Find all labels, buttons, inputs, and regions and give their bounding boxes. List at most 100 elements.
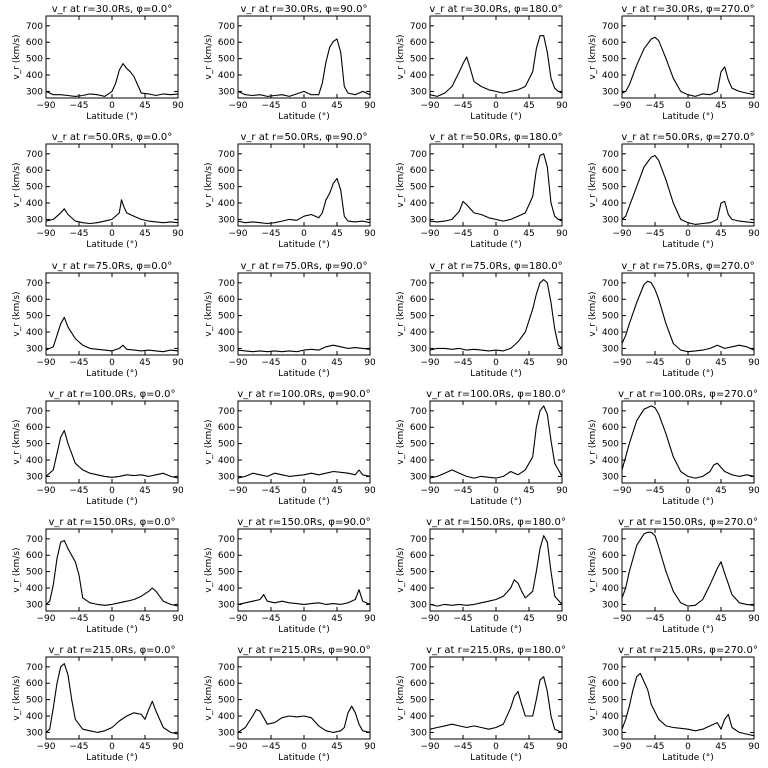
series-line bbox=[45, 316, 179, 353]
x-axis-label: Latitude (°) bbox=[278, 753, 329, 763]
y-tick-label: 300 bbox=[410, 87, 427, 97]
x-tick-label: 90 bbox=[748, 358, 760, 368]
plot-frame bbox=[429, 656, 563, 740]
y-tick-label: 500 bbox=[26, 55, 43, 65]
x-tick-label: 90 bbox=[556, 101, 568, 111]
y-tick-label: 700 bbox=[410, 22, 427, 32]
y-tick-label: 300 bbox=[26, 472, 43, 482]
y-axis-label: v_r (km/s) bbox=[396, 34, 406, 79]
subplot: v_r at r=215.0Rs, φ=0.0° −90 −45 0 45 90 300 40… bbox=[12, 645, 184, 763]
series-line bbox=[45, 539, 179, 607]
y-tick-label: 500 bbox=[602, 696, 619, 706]
subplot: v_r at r=215.0Rs, φ=180.0° −90 −45 0 45 90 300… bbox=[396, 645, 568, 763]
x-tick-label: 0 bbox=[493, 229, 499, 239]
x-tick-label: 45 bbox=[523, 229, 534, 239]
x-tick-label: −45 bbox=[262, 229, 281, 239]
subplot-title: v_r at r=30.0Rs, φ=270.0° bbox=[621, 4, 754, 15]
y-tick-label: 500 bbox=[602, 55, 619, 65]
y-tick-label: 300 bbox=[26, 344, 43, 354]
x-tick-label: 45 bbox=[331, 742, 342, 752]
x-axis-label: Latitude (°) bbox=[470, 497, 521, 507]
y-tick-label: 300 bbox=[26, 728, 43, 738]
y-axis-label: v_r (km/s) bbox=[588, 675, 598, 720]
x-tick-label: 0 bbox=[493, 486, 499, 496]
x-tick-label: −45 bbox=[454, 486, 473, 496]
x-tick-label: 0 bbox=[109, 229, 115, 239]
subplot-title: v_r at r=100.0Rs, φ=90.0° bbox=[237, 389, 370, 400]
y-tick-label: 400 bbox=[602, 712, 619, 722]
x-tick-label: 45 bbox=[715, 614, 726, 624]
subplot-title: v_r at r=75.0Rs, φ=180.0° bbox=[429, 261, 562, 272]
x-tick-label: 45 bbox=[139, 229, 150, 239]
x-tick-label: −90 bbox=[229, 486, 248, 496]
y-tick-label: 500 bbox=[26, 568, 43, 578]
y-tick-label: 500 bbox=[218, 312, 235, 322]
subplot-title: v_r at r=75.0Rs, φ=90.0° bbox=[241, 261, 368, 272]
y-tick-label: 600 bbox=[218, 551, 235, 561]
y-tick-label: 500 bbox=[410, 312, 427, 322]
y-tick-label: 700 bbox=[410, 663, 427, 673]
x-tick-label: −90 bbox=[613, 101, 632, 111]
y-tick-label: 700 bbox=[218, 150, 235, 160]
subplot: v_r at r=75.0Rs, φ=0.0° −90 −45 0 45 90 300 400… bbox=[12, 261, 184, 379]
x-tick-label: −90 bbox=[37, 614, 56, 624]
y-tick-label: 600 bbox=[410, 295, 427, 305]
x-tick-label: 0 bbox=[685, 614, 691, 624]
x-axis-label: Latitude (°) bbox=[470, 625, 521, 635]
y-tick-label: 400 bbox=[218, 199, 235, 209]
y-axis-label: v_r (km/s) bbox=[396, 675, 406, 720]
x-tick-label: −90 bbox=[229, 101, 248, 111]
y-tick-label: 500 bbox=[602, 312, 619, 322]
y-axis-label: v_r (km/s) bbox=[12, 34, 22, 79]
x-axis-label: Latitude (°) bbox=[86, 497, 137, 507]
x-tick-label: −45 bbox=[454, 229, 473, 239]
x-tick-label: 0 bbox=[685, 742, 691, 752]
y-tick-label: 500 bbox=[218, 568, 235, 578]
y-axis-label: v_r (km/s) bbox=[12, 547, 22, 592]
x-tick-label: 0 bbox=[301, 101, 307, 111]
x-tick-label: 0 bbox=[493, 614, 499, 624]
y-tick-label: 600 bbox=[602, 423, 619, 433]
y-tick-label: 600 bbox=[410, 551, 427, 561]
subplot-title: v_r at r=30.0Rs, φ=90.0° bbox=[241, 4, 368, 15]
y-tick-label: 400 bbox=[218, 584, 235, 594]
y-tick-label: 400 bbox=[410, 584, 427, 594]
y-axis-label: v_r (km/s) bbox=[204, 34, 214, 79]
plot-frame bbox=[237, 656, 371, 740]
series-line bbox=[45, 663, 179, 735]
plot-frame bbox=[621, 15, 755, 99]
subplot: v_r at r=100.0Rs, φ=0.0° −90 −45 0 45 90 300 40… bbox=[12, 389, 184, 507]
y-tick-label: 700 bbox=[218, 279, 235, 289]
x-tick-label: 90 bbox=[172, 358, 184, 368]
y-tick-label: 700 bbox=[410, 535, 427, 545]
subplot-title: v_r at r=30.0Rs, φ=0.0° bbox=[52, 4, 173, 15]
y-tick-label: 400 bbox=[410, 199, 427, 209]
subplot: v_r at r=215.0Rs, φ=270.0° −90 −45 0 45 90 300… bbox=[588, 645, 760, 763]
x-tick-label: 90 bbox=[748, 229, 760, 239]
subplot: v_r at r=100.0Rs, φ=270.0° −90 −45 0 45 90 300… bbox=[588, 389, 760, 507]
y-tick-label: 400 bbox=[410, 71, 427, 81]
x-tick-label: −45 bbox=[646, 358, 665, 368]
x-tick-label: −90 bbox=[613, 742, 632, 752]
x-tick-label: 90 bbox=[556, 358, 568, 368]
y-tick-label: 500 bbox=[26, 183, 43, 193]
x-tick-label: 45 bbox=[139, 742, 150, 752]
y-tick-label: 500 bbox=[26, 440, 43, 450]
y-tick-label: 500 bbox=[602, 440, 619, 450]
y-axis-label: v_r (km/s) bbox=[204, 419, 214, 464]
y-tick-label: 700 bbox=[218, 663, 235, 673]
x-tick-label: 90 bbox=[556, 486, 568, 496]
x-tick-label: 90 bbox=[364, 614, 376, 624]
y-tick-label: 600 bbox=[602, 38, 619, 48]
x-tick-label: 45 bbox=[331, 614, 342, 624]
y-tick-label: 500 bbox=[410, 568, 427, 578]
y-tick-label: 400 bbox=[602, 199, 619, 209]
subplot-title: v_r at r=100.0Rs, φ=0.0° bbox=[49, 389, 176, 400]
plot-frame bbox=[429, 15, 563, 99]
y-tick-label: 600 bbox=[602, 679, 619, 689]
y-tick-label: 400 bbox=[602, 584, 619, 594]
series-line bbox=[621, 154, 755, 225]
plot-frame bbox=[429, 143, 563, 227]
y-tick-label: 700 bbox=[26, 663, 43, 673]
